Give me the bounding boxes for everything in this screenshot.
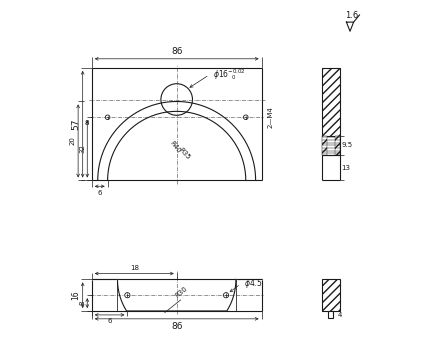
Text: 86: 86 (171, 322, 182, 331)
Text: 57: 57 (71, 118, 80, 130)
Bar (328, 311, 332, 318)
Text: R35: R35 (178, 147, 191, 161)
Bar (334, 136, 339, 155)
Text: 8: 8 (79, 301, 85, 305)
Text: 13: 13 (341, 164, 350, 171)
Text: 86: 86 (171, 47, 182, 56)
Text: R30: R30 (173, 285, 187, 299)
Text: 9.5: 9.5 (341, 143, 352, 148)
Text: 6: 6 (97, 190, 102, 195)
Text: R40: R40 (168, 140, 181, 154)
Text: 6: 6 (107, 317, 112, 324)
Bar (321, 279, 339, 311)
Text: 1.6: 1.6 (345, 10, 358, 20)
Text: $\phi$4.5: $\phi$4.5 (243, 277, 262, 290)
Text: 20: 20 (70, 136, 76, 145)
Text: $\phi$16$^{-0.02}_{\ \ 0}$: $\phi$16$^{-0.02}_{\ \ 0}$ (212, 67, 245, 82)
Bar (321, 68, 339, 136)
Text: 18: 18 (129, 265, 138, 271)
Text: 16: 16 (71, 290, 80, 300)
Bar (321, 136, 327, 155)
Text: 32: 32 (79, 145, 85, 153)
Text: 4: 4 (337, 312, 342, 317)
Text: 8: 8 (85, 120, 89, 126)
Bar (321, 136, 339, 155)
Text: 2—M4: 2—M4 (267, 106, 273, 128)
